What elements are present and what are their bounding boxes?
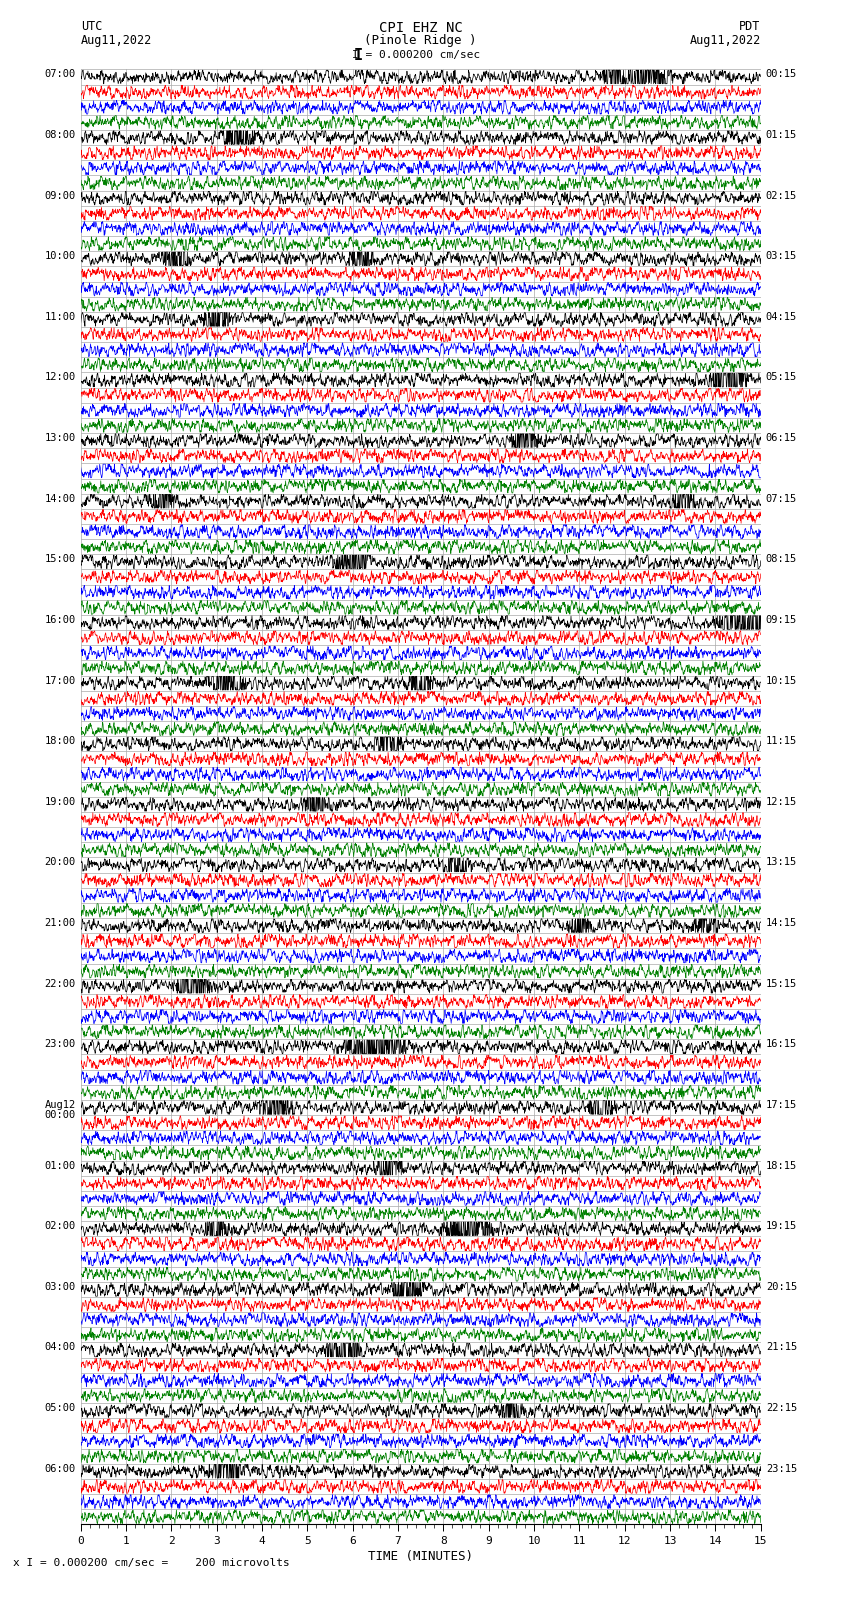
Text: Aug12
00:00: Aug12 00:00 — [44, 1100, 76, 1119]
Text: CPI EHZ NC: CPI EHZ NC — [379, 21, 462, 35]
Text: 15:15: 15:15 — [766, 979, 797, 989]
Text: 19:15: 19:15 — [766, 1221, 797, 1231]
Text: Aug11,2022: Aug11,2022 — [689, 34, 761, 47]
Text: (Pinole Ridge ): (Pinole Ridge ) — [365, 34, 477, 47]
Text: 08:00: 08:00 — [44, 131, 76, 140]
Text: 05:15: 05:15 — [766, 373, 797, 382]
Text: 08:15: 08:15 — [766, 555, 797, 565]
Text: 10:15: 10:15 — [766, 676, 797, 686]
Text: 15:00: 15:00 — [44, 555, 76, 565]
Text: 07:15: 07:15 — [766, 494, 797, 503]
Text: 06:00: 06:00 — [44, 1463, 76, 1474]
Text: 14:00: 14:00 — [44, 494, 76, 503]
Text: 23:00: 23:00 — [44, 1039, 76, 1050]
Text: 06:15: 06:15 — [766, 434, 797, 444]
Text: PDT: PDT — [740, 19, 761, 32]
Text: 12:00: 12:00 — [44, 373, 76, 382]
Text: 22:15: 22:15 — [766, 1403, 797, 1413]
Text: 23:15: 23:15 — [766, 1463, 797, 1474]
Text: 17:00: 17:00 — [44, 676, 76, 686]
Text: 07:00: 07:00 — [44, 69, 76, 79]
Text: 16:00: 16:00 — [44, 615, 76, 624]
X-axis label: TIME (MINUTES): TIME (MINUTES) — [368, 1550, 473, 1563]
Text: 03:00: 03:00 — [44, 1282, 76, 1292]
Text: 17:15: 17:15 — [766, 1100, 797, 1110]
Text: Aug11,2022: Aug11,2022 — [81, 34, 152, 47]
Text: 01:15: 01:15 — [766, 131, 797, 140]
Text: 13:15: 13:15 — [766, 858, 797, 868]
Text: 05:00: 05:00 — [44, 1403, 76, 1413]
Text: x I = 0.000200 cm/sec =    200 microvolts: x I = 0.000200 cm/sec = 200 microvolts — [13, 1558, 290, 1568]
Text: 13:00: 13:00 — [44, 434, 76, 444]
Text: 09:15: 09:15 — [766, 615, 797, 624]
Text: UTC: UTC — [81, 19, 102, 32]
Text: 03:15: 03:15 — [766, 252, 797, 261]
Text: 22:00: 22:00 — [44, 979, 76, 989]
Text: I: I — [354, 48, 363, 63]
Text: 11:00: 11:00 — [44, 311, 76, 323]
Text: 10:00: 10:00 — [44, 252, 76, 261]
Text: 18:15: 18:15 — [766, 1161, 797, 1171]
Text: 04:00: 04:00 — [44, 1342, 76, 1352]
Text: 12:15: 12:15 — [766, 797, 797, 806]
Text: I = 0.000200 cm/sec: I = 0.000200 cm/sec — [353, 50, 480, 60]
Text: 20:15: 20:15 — [766, 1282, 797, 1292]
Text: 02:00: 02:00 — [44, 1221, 76, 1231]
Text: 16:15: 16:15 — [766, 1039, 797, 1050]
Text: 04:15: 04:15 — [766, 311, 797, 323]
Text: 14:15: 14:15 — [766, 918, 797, 927]
Text: 09:00: 09:00 — [44, 190, 76, 200]
Text: 19:00: 19:00 — [44, 797, 76, 806]
Text: 01:00: 01:00 — [44, 1161, 76, 1171]
Text: 21:15: 21:15 — [766, 1342, 797, 1352]
Text: 00:15: 00:15 — [766, 69, 797, 79]
Text: 21:00: 21:00 — [44, 918, 76, 927]
Text: 18:00: 18:00 — [44, 736, 76, 747]
Text: 11:15: 11:15 — [766, 736, 797, 747]
Text: 20:00: 20:00 — [44, 858, 76, 868]
Text: 02:15: 02:15 — [766, 190, 797, 200]
